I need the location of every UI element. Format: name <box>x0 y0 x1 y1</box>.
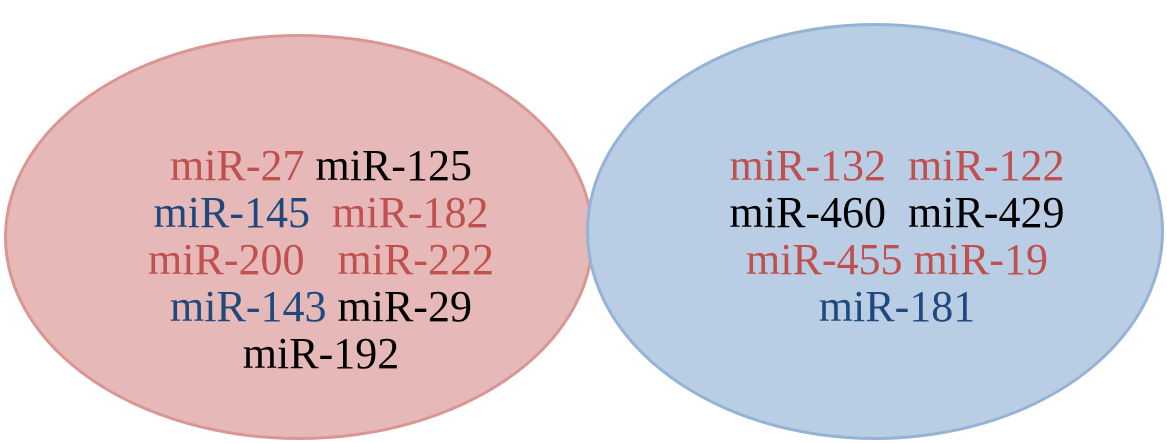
mirna-label: miR-460 miR-429 <box>729 188 1065 237</box>
left-row-5: miR-192 <box>4 283 594 377</box>
mirna-label: miR-29 <box>326 282 472 331</box>
mirna-label: miR-27 <box>170 141 305 190</box>
left-set-ellipse <box>4 34 594 440</box>
right-row-4: miR-181 <box>586 236 1164 330</box>
left-row-3: miR-200 miR-222 <box>4 189 594 283</box>
mirna-label: miR-182 <box>310 188 489 237</box>
right-set-ellipse <box>586 23 1164 440</box>
mirna-label: miR-200 miR-222 <box>148 235 494 284</box>
left-set-labels: miR-27 miR-125 miR-145 miR-182 miR-200 m… <box>4 95 594 377</box>
left-row-2: miR-145 miR-182 <box>4 142 594 236</box>
right-row-3: miR-455 miR-19 <box>586 189 1164 283</box>
mirna-label: miR-455 miR-19 <box>746 235 1048 284</box>
mirna-label: miR-181 <box>818 282 976 331</box>
right-set-labels: miR-132 miR-122 miR-460 miR-429 miR-455 … <box>586 95 1164 330</box>
mirna-label: miR-132 miR-122 <box>729 141 1065 190</box>
mirna-label: miR-192 <box>242 329 400 378</box>
mirna-label: miR-145 <box>153 188 310 237</box>
mirna-label: miR-143 <box>170 282 327 331</box>
right-row-1: miR-132 miR-122 <box>586 95 1164 189</box>
left-row-1: miR-27 miR-125 <box>4 95 594 189</box>
left-row-4: miR-143 miR-29 <box>4 236 594 330</box>
right-row-2: miR-460 miR-429 <box>586 142 1164 236</box>
mirna-label: miR-125 <box>304 141 472 190</box>
